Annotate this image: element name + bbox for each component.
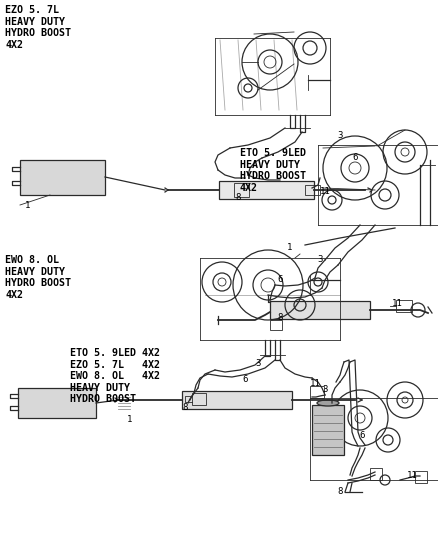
Bar bbox=[270, 301, 370, 319]
Text: 11: 11 bbox=[406, 472, 417, 481]
Text: EZO 5. 7L
HEAVY DUTY
HYDRO BOOST
4X2: EZO 5. 7L HEAVY DUTY HYDRO BOOST 4X2 bbox=[5, 5, 71, 50]
Bar bbox=[310, 386, 324, 398]
Text: EWO 8. OL
HEAVY DUTY
HYDRO BOOST
4X2: EWO 8. OL HEAVY DUTY HYDRO BOOST 4X2 bbox=[5, 255, 71, 300]
Bar bbox=[20, 160, 105, 195]
Text: 8: 8 bbox=[235, 193, 241, 203]
Bar bbox=[305, 185, 320, 195]
Text: 1: 1 bbox=[25, 200, 31, 209]
Text: 6: 6 bbox=[277, 276, 283, 285]
Text: 6: 6 bbox=[242, 376, 247, 384]
Text: 1: 1 bbox=[127, 416, 133, 424]
Bar bbox=[370, 468, 382, 480]
Text: 3: 3 bbox=[317, 255, 323, 264]
Text: 3: 3 bbox=[255, 359, 261, 367]
Text: 6: 6 bbox=[352, 154, 358, 163]
Text: ETO 5. 9LED
HEAVY DUTY
HYDRO BOOST
4X2: ETO 5. 9LED HEAVY DUTY HYDRO BOOST 4X2 bbox=[240, 148, 306, 193]
Text: 8: 8 bbox=[182, 402, 188, 411]
Bar bbox=[396, 300, 412, 312]
Text: 11: 11 bbox=[392, 298, 403, 308]
Text: 3: 3 bbox=[322, 385, 328, 394]
Bar bbox=[234, 183, 249, 197]
Bar bbox=[192, 393, 206, 405]
Ellipse shape bbox=[317, 400, 339, 406]
Text: 8: 8 bbox=[277, 313, 283, 322]
Text: 11: 11 bbox=[320, 188, 330, 197]
Text: 3: 3 bbox=[337, 131, 343, 140]
Bar bbox=[270, 320, 282, 330]
Text: 11: 11 bbox=[310, 378, 320, 387]
Bar bbox=[415, 471, 427, 483]
Bar bbox=[18, 388, 96, 418]
Bar bbox=[181, 391, 292, 409]
Text: 6: 6 bbox=[359, 431, 365, 440]
Bar bbox=[312, 405, 344, 455]
Text: ETO 5. 9LED 4X2
EZO 5. 7L   4X2
EWO 8. OL   4X2
HEAVY DUTY
HYDRO BOOST: ETO 5. 9LED 4X2 EZO 5. 7L 4X2 EWO 8. OL … bbox=[70, 348, 160, 405]
Text: 8: 8 bbox=[337, 488, 343, 497]
Text: 1: 1 bbox=[287, 244, 293, 253]
Bar bbox=[219, 181, 314, 199]
